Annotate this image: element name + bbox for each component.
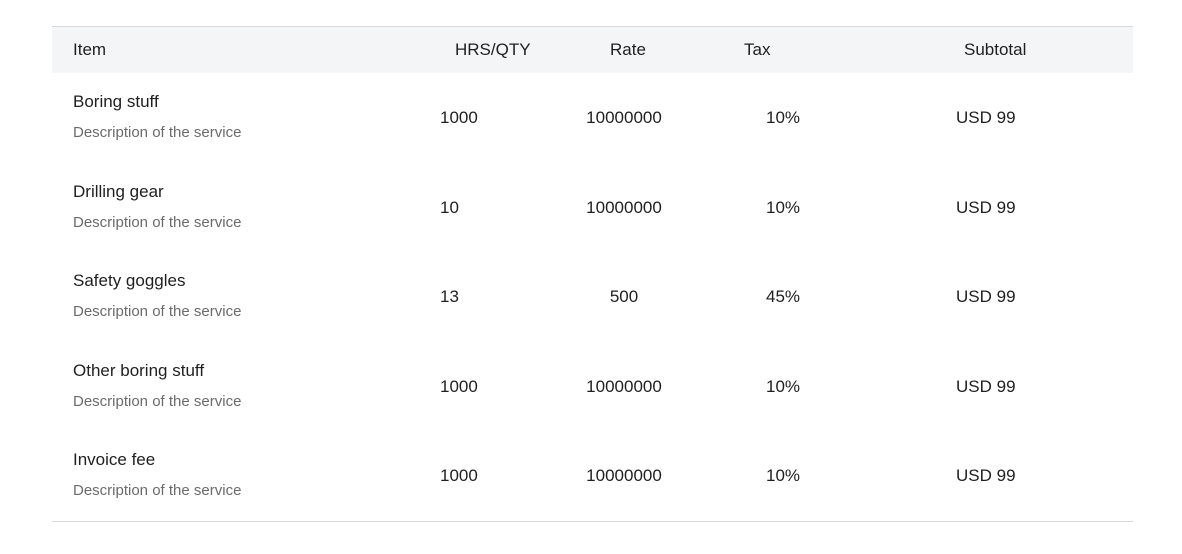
item-rate: 10000000 [586, 197, 662, 217]
item-rate: 10000000 [586, 108, 662, 127]
item-description: Description of the service [73, 124, 242, 141]
item-name: Invoice fee [73, 450, 156, 470]
item-name: Other boring stuff [73, 360, 205, 380]
item-rate: 500 [609, 287, 639, 307]
column-header-tax: Tax [744, 40, 771, 59]
item-subtotal: USD 99 [956, 197, 1016, 217]
item-rate: 10000000 [586, 376, 662, 396]
table-header: Item HRS/QTY Rate Tax Subtotal [52, 27, 1133, 73]
table-row: Other boring stuff Description of the se… [52, 342, 1133, 432]
item-rate: 10000000 [586, 466, 662, 486]
item-qty: 1000 [440, 466, 478, 486]
table-row: Drilling gear Description of the service… [52, 163, 1133, 253]
item-name: Safety goggles [73, 271, 186, 291]
item-tax: 10% [766, 376, 801, 396]
item-name: Drilling gear [73, 181, 164, 201]
item-subtotal: USD 99 [956, 287, 1016, 307]
invoice-table: Item HRS/QTY Rate Tax Subtotal Boring st… [52, 26, 1133, 522]
item-tax: 10% [766, 466, 801, 486]
item-qty: 1000 [440, 376, 478, 396]
item-tax: 45% [766, 287, 801, 307]
item-description: Description of the service [73, 213, 242, 231]
item-subtotal: USD 99 [956, 108, 1016, 127]
item-tax: 10% [766, 197, 801, 217]
table-row: Boring stuff Description of the service … [52, 73, 1133, 163]
item-subtotal: USD 99 [956, 466, 1016, 486]
column-header-rate: Rate [610, 40, 646, 59]
item-description: Description of the service [73, 482, 242, 500]
column-header-item: Item [73, 40, 107, 59]
column-header-qty: HRS/QTY [455, 40, 531, 59]
item-qty: 10 [440, 197, 459, 217]
item-qty: 1000 [440, 108, 478, 127]
item-description: Description of the service [73, 303, 242, 321]
item-description: Description of the service [73, 392, 242, 410]
item-name: Boring stuff [73, 92, 159, 111]
item-tax: 10% [766, 108, 801, 127]
item-subtotal: USD 99 [956, 376, 1016, 396]
table-row: Safety goggles Description of the servic… [52, 252, 1133, 342]
table-row: Invoice fee Description of the service 1… [52, 431, 1133, 521]
item-qty: 13 [440, 287, 459, 307]
column-header-subtotal: Subtotal [964, 40, 1027, 59]
